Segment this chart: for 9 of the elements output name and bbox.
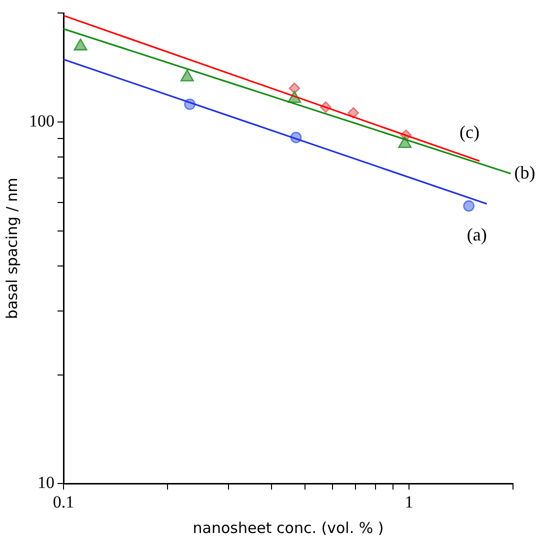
series-label: (a) <box>466 224 487 245</box>
y-tick-label: 100 <box>29 112 54 131</box>
x-axis-title: nanosheet conc. (vol. % ) <box>192 518 384 537</box>
x-tick-label: 0.1 <box>52 492 74 512</box>
y-tick-label: 10 <box>38 473 54 492</box>
y-axis-title: basal spacing / nm <box>2 178 21 320</box>
x-tick-label: 1 <box>404 492 414 512</box>
series-label: (c) <box>460 122 480 142</box>
series-label: (b) <box>514 162 536 182</box>
